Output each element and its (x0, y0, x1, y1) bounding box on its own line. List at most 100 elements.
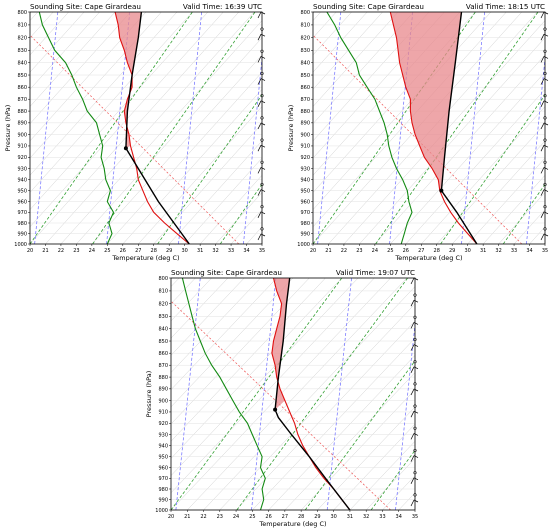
wind-barb (413, 366, 419, 370)
mixing-ratio-line (461, 12, 486, 244)
wind-barb (543, 116, 547, 120)
x-axis-label: Temperature (deg C) (394, 254, 462, 262)
wind-barb (260, 56, 266, 59)
mixing-ratio-line (526, 54, 545, 244)
isotherm-line (0, 278, 130, 510)
wind-barb (540, 11, 545, 19)
y-tick-label: 970 (158, 476, 168, 482)
y-tick-label: 820 (300, 35, 310, 41)
wind-barb (260, 205, 264, 209)
dewpoint-profile (181, 278, 266, 510)
x-tick-label: 27 (418, 248, 424, 254)
wind-barb (260, 71, 264, 76)
wind-barb (413, 433, 419, 436)
mixing-ratio-line (243, 54, 262, 244)
mixing-ratio-line (395, 321, 415, 510)
wind-barb (257, 100, 262, 107)
x-tick-label: 21 (325, 248, 331, 254)
y-tick-label: 1000 (14, 242, 27, 248)
isotherm-line (30, 12, 224, 228)
cape-area (390, 12, 462, 191)
wind-barb (413, 277, 419, 281)
parcel-profile (274, 278, 351, 510)
isotherm-line (35, 12, 244, 244)
y-tick-label: 820 (158, 301, 168, 307)
x-tick-label: 20 (27, 248, 33, 254)
y-axis-label: Pressure (hPa) (287, 105, 295, 152)
wind-barb (413, 315, 417, 319)
isotherm-line (219, 303, 415, 510)
wind-barb (543, 144, 549, 148)
y-tick-label: 810 (158, 289, 168, 295)
y-axis-label: Pressure (hPa) (145, 371, 153, 418)
wind-barb (540, 233, 545, 241)
wind-barb (540, 167, 545, 174)
isotherm-line (30, 12, 147, 142)
y-tick-label: 920 (158, 421, 168, 427)
y-tick-label: 850 (300, 73, 310, 79)
wind-barb (413, 344, 419, 347)
y-tick-label: 800 (300, 10, 310, 16)
y-tick-label: 900 (17, 132, 27, 138)
isotherm-line (480, 278, 550, 510)
x-tick-label: 28 (151, 248, 157, 254)
y-tick-label: 980 (17, 221, 27, 227)
moist-adiabat-line (440, 94, 545, 244)
wind-barb (260, 167, 266, 170)
isotherm-line (50, 12, 259, 244)
isotherm-line (171, 278, 359, 476)
wind-barb (413, 337, 417, 342)
y-tick-label: 960 (17, 199, 27, 205)
wind-barb (543, 122, 549, 126)
isotherm-line (343, 20, 545, 244)
isotherm-line (0, 278, 163, 510)
wind-barb (413, 293, 417, 297)
isotherm-line (482, 174, 545, 244)
wind-barb (540, 122, 545, 130)
wind-barb (260, 138, 264, 142)
isotherm-line (313, 12, 399, 107)
isotherm-line (169, 140, 262, 244)
plot-area (35, 12, 545, 244)
dewpoint-profile (326, 12, 413, 244)
mixing-ratio-line (178, 12, 203, 244)
wind-barb (543, 189, 549, 192)
wind-barb (413, 477, 419, 481)
x-tick-label: 22 (200, 514, 206, 520)
plot-frame (170, 277, 416, 511)
isotherm-line (30, 12, 131, 125)
wind-barb (413, 382, 417, 386)
isotherm-line (544, 243, 545, 244)
y-tick-label: 860 (300, 85, 310, 91)
wind-barb (543, 138, 547, 142)
wind-barb (410, 277, 415, 285)
wind-barb (543, 182, 547, 187)
x-tick-label: 31 (480, 248, 486, 254)
y-tick-label: 850 (17, 73, 27, 79)
x-tick-label: 21 (42, 248, 48, 254)
x-axis-label: Temperature (deg C) (258, 520, 326, 528)
x-tick-label: 32 (495, 248, 501, 254)
wind-barb (260, 160, 264, 164)
moist-adiabat-line (92, 12, 256, 244)
x-tick-label: 35 (412, 514, 418, 520)
isotherm-line (76, 37, 262, 244)
wind-barb (260, 182, 264, 187)
isotherm-line (171, 278, 277, 391)
y-tick-label: 840 (158, 327, 168, 333)
chart-title-left: Sounding Site: Cape Girardeau (313, 2, 424, 11)
isotherm-line (60, 20, 262, 244)
wind-barb (260, 49, 264, 53)
isotherm-line (496, 278, 550, 510)
x-tick-label: 32 (212, 248, 218, 254)
isotherm-line (30, 12, 85, 73)
isotherm-line (0, 278, 114, 510)
temperature-profile (389, 12, 478, 244)
mixing-ratio-line (326, 278, 352, 510)
isotherm-line (313, 12, 414, 125)
wind-barb (410, 433, 415, 440)
isotherm-line (421, 106, 545, 244)
wind-barb (257, 11, 262, 19)
isotherm-line (184, 157, 262, 244)
